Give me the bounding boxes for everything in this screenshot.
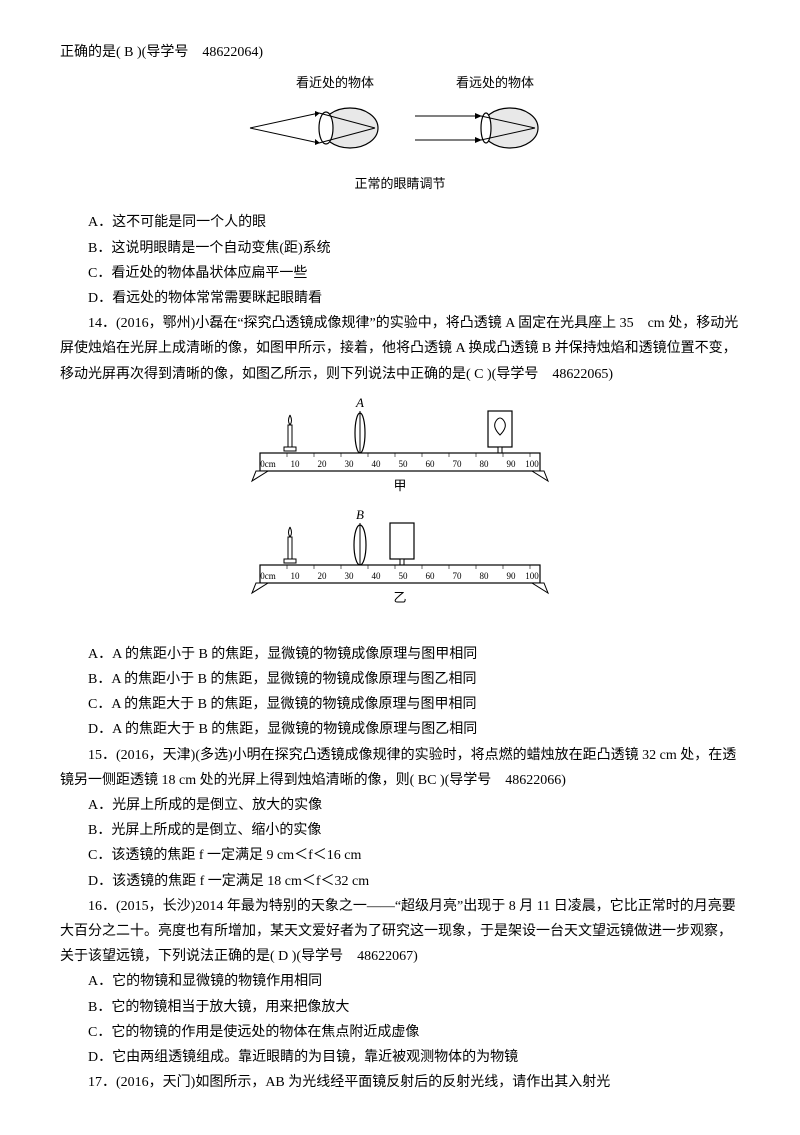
- label-near: 看近处的物体: [296, 75, 374, 90]
- svg-text:70: 70: [453, 459, 463, 469]
- q15-option-c: C．该透镜的焦距 f 一定满足 9 cm＜f＜16 cm: [60, 843, 740, 868]
- q14-option-c: C．A 的焦距大于 B 的焦距，显微镜的物镜成像原理与图甲相同: [60, 692, 740, 717]
- svg-text:60: 60: [426, 571, 436, 581]
- svg-text:A: A: [355, 395, 364, 410]
- eye-diagram: 看近处的物体 看远处的物体 正常的眼睛调节: [60, 73, 740, 202]
- bench-bottom: B 0cm 10 20: [252, 507, 548, 605]
- q16-option-a: A．它的物镜和显微镜的物镜作用相同: [60, 969, 740, 994]
- svg-text:甲: 甲: [393, 478, 406, 493]
- q14-option-d: D．A 的焦距大于 B 的焦距，显微镜的物镜成像原理与图乙相同: [60, 717, 740, 742]
- q17-stem: 17．(2016，天门)如图所示，AB 为光线经平面镜反射后的反射光线，请作出其…: [60, 1070, 740, 1095]
- svg-text:100: 100: [525, 571, 539, 581]
- svg-text:30: 30: [345, 459, 355, 469]
- q16-option-d: D．它由两组透镜组成。靠近眼睛的为目镜，靠近被观测物体的为物镜: [60, 1045, 740, 1070]
- svg-text:80: 80: [480, 459, 490, 469]
- q14-option-b: B．A 的焦距小于 B 的焦距，显微镜的物镜成像原理与图乙相同: [60, 667, 740, 692]
- q15-option-b: B．光屏上所成的是倒立、缩小的实像: [60, 818, 740, 843]
- svg-text:80: 80: [480, 571, 490, 581]
- svg-text:40: 40: [372, 459, 382, 469]
- svg-text:50: 50: [399, 571, 409, 581]
- eye-left: [250, 108, 378, 148]
- label-bottom: 正常的眼睛调节: [354, 176, 445, 191]
- eye-right: [415, 108, 538, 148]
- svg-text:0cm: 0cm: [260, 459, 276, 469]
- svg-text:0cm: 0cm: [260, 571, 276, 581]
- q13-option-a: A．这不可能是同一个人的眼: [60, 210, 740, 235]
- optical-bench-diagram: A 0cm 10: [60, 395, 740, 634]
- svg-text:90: 90: [507, 459, 517, 469]
- q14-stem: 14．(2016，鄂州)小磊在“探究凸透镜成像规律”的实验中，将凸透镜 A 固定…: [60, 311, 740, 387]
- label-far: 看远处的物体: [456, 75, 534, 90]
- q15-option-a: A．光屏上所成的是倒立、放大的实像: [60, 793, 740, 818]
- bench-top: A 0cm 10: [252, 395, 548, 493]
- q13-option-c: C．看近处的物体晶状体应扁平一些: [60, 261, 740, 286]
- q15-stem: 15．(2016，天津)(多选)小明在探究凸透镜成像规律的实验时，将点燃的蜡烛放…: [60, 743, 740, 793]
- q16-stem: 16．(2015，长沙)2014 年最为特别的天象之一——“超级月亮”出现于 8…: [60, 894, 740, 970]
- q13-opening: 正确的是( B )(导学号 48622064): [60, 40, 740, 65]
- svg-text:20: 20: [318, 571, 328, 581]
- q13-option-d: D．看远处的物体常常需要眯起眼睛看: [60, 286, 740, 311]
- svg-text:20: 20: [318, 459, 328, 469]
- q16-option-b: B．它的物镜相当于放大镜，用来把像放大: [60, 995, 740, 1020]
- svg-text:10: 10: [291, 459, 301, 469]
- q15-option-d: D．该透镜的焦距 f 一定满足 18 cm＜f＜32 cm: [60, 869, 740, 894]
- svg-text:B: B: [356, 507, 364, 522]
- svg-text:40: 40: [372, 571, 382, 581]
- svg-text:60: 60: [426, 459, 436, 469]
- q16-option-c: C．它的物镜的作用是使远处的物体在焦点附近成虚像: [60, 1020, 740, 1045]
- svg-text:100: 100: [525, 459, 539, 469]
- svg-text:90: 90: [507, 571, 517, 581]
- q14-option-a: A．A 的焦距小于 B 的焦距，显微镜的物镜成像原理与图甲相同: [60, 642, 740, 667]
- svg-text:10: 10: [291, 571, 301, 581]
- svg-text:乙: 乙: [393, 590, 406, 605]
- svg-text:50: 50: [399, 459, 409, 469]
- svg-text:30: 30: [345, 571, 355, 581]
- svg-text:70: 70: [453, 571, 463, 581]
- q13-option-b: B．这说明眼睛是一个自动变焦(距)系统: [60, 236, 740, 261]
